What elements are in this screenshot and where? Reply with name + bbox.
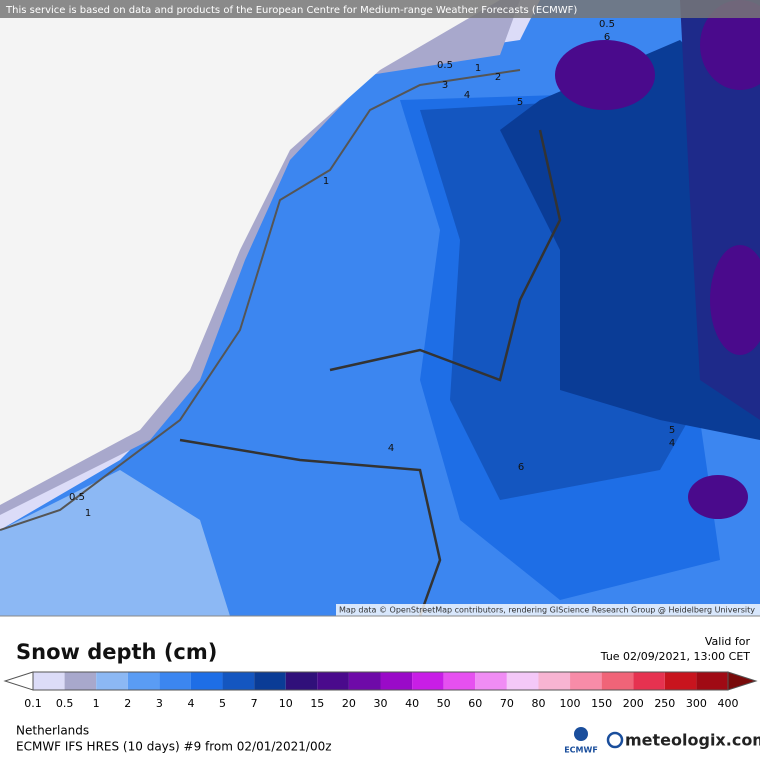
- ecmwf-logo: ECMWF: [564, 746, 598, 755]
- colorbar-cell: [696, 672, 728, 690]
- colorbar-tick-label: 3: [156, 697, 163, 710]
- colorbar-cell: [96, 672, 128, 690]
- colorbar-cell: [380, 672, 413, 690]
- colorbar-cell: [127, 672, 160, 690]
- colorbar-cell: [317, 672, 349, 690]
- colorbar-tick-label: 70: [500, 697, 514, 710]
- colorbar-tick-label: 400: [718, 697, 739, 710]
- colorbar-cell: [33, 672, 65, 690]
- colorbar-tick-label: 200: [623, 697, 644, 710]
- colorbar-tick-label: 80: [531, 697, 545, 710]
- colorbar-cell: [159, 672, 191, 690]
- contour-label: 1: [323, 176, 329, 187]
- contour-label: 6: [518, 462, 524, 473]
- colorbar-cell: [538, 672, 571, 690]
- contour-label: 4: [464, 90, 470, 101]
- contour-label: 6: [604, 32, 610, 43]
- colorbar-tick-label: 50: [437, 697, 451, 710]
- model-label: ECMWF IFS HRES (10 days) #9 from 02/01/2…: [16, 740, 332, 754]
- ecmwf-icon: [574, 727, 588, 741]
- colorbar-tick-label: 250: [654, 697, 675, 710]
- map-attribution: Map data © OpenStreetMap contributors, r…: [339, 606, 755, 615]
- colorbar-low-arrow: [3, 671, 34, 691]
- valid-time: Tue 02/09/2021, 13:00 CET: [600, 650, 751, 663]
- colorbar-tick-label: 0.1: [24, 697, 42, 710]
- colorbar-tick-label: 150: [591, 697, 612, 710]
- colorbar-tick-label: 0.5: [56, 697, 74, 710]
- colorbar-cell: [222, 672, 255, 690]
- colorbar-cell: [475, 672, 507, 690]
- colorbar-high-arrow: [727, 671, 758, 691]
- contour-label: 0.5: [69, 492, 85, 503]
- map: This service is based on data and produc…: [0, 0, 760, 617]
- contour-label: 5: [517, 97, 523, 108]
- contour-label: 3: [442, 80, 448, 91]
- colorbar-tick-label: 15: [310, 697, 324, 710]
- colorbar-cell: [64, 672, 97, 690]
- contour-label: 0.5: [599, 19, 615, 30]
- brand-icon: [606, 731, 624, 749]
- colorbar-tick-label: 20: [342, 697, 356, 710]
- contour-label: 4: [388, 443, 394, 454]
- contour-label: 1: [85, 508, 91, 519]
- colorbar-tick-label: 40: [405, 697, 419, 710]
- colorbar-tick-label: 1: [93, 697, 100, 710]
- data-notice: This service is based on data and produc…: [5, 5, 577, 16]
- contour-label: 1: [475, 63, 481, 74]
- colorbar-frame: [32, 671, 729, 691]
- colorbar-cell: [664, 672, 697, 690]
- colorbar-tick-label: 2: [124, 697, 131, 710]
- colorbar-tick-label: 60: [468, 697, 482, 710]
- contour-label: 0.5: [437, 60, 453, 71]
- colorbar-cell: [570, 672, 602, 690]
- colorbar-tick-label: 30: [374, 697, 388, 710]
- colorbar-cell: [633, 672, 665, 690]
- colorbar-tick-label: 10: [279, 697, 293, 710]
- colorbar-cell: [412, 672, 444, 690]
- contour-label: 4: [669, 438, 675, 449]
- valid-label: Valid for: [705, 635, 751, 648]
- colorbar-cell: [254, 672, 286, 690]
- contour-label: 2: [495, 72, 501, 83]
- colorbar-cell: [190, 672, 223, 690]
- region-label: Netherlands: [16, 724, 89, 738]
- colorbar-tick-label: 100: [560, 697, 581, 710]
- brand: meteologix.com: [625, 731, 760, 750]
- colorbar-tick-label: 300: [686, 697, 707, 710]
- colorbar-tick-label: 5: [219, 697, 226, 710]
- colorbar-cell: [285, 672, 318, 690]
- colorbar-cell: [601, 672, 634, 690]
- colorbar-tick-label: 4: [187, 697, 194, 710]
- legend-title: Snow depth (cm): [16, 640, 217, 664]
- contour-label: 5: [669, 425, 675, 436]
- colorbar-cell: [506, 672, 539, 690]
- colorbar-cell: [348, 672, 381, 690]
- colorbar-cell: [443, 672, 476, 690]
- colorbar-tick-label: 7: [251, 697, 258, 710]
